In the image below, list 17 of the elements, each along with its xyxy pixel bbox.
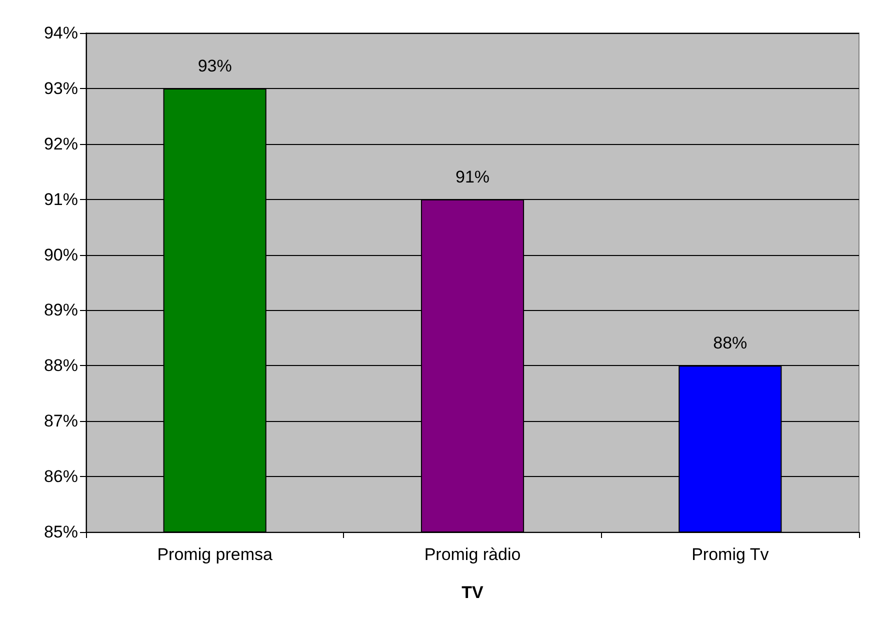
y-tick-label: 93% — [44, 78, 78, 98]
y-tick-label: 89% — [44, 300, 78, 320]
y-tick-label: 88% — [44, 356, 78, 376]
x-tick-label: Promig Tv — [692, 545, 770, 564]
data-label: 91% — [455, 167, 490, 186]
y-tick-label: 87% — [44, 412, 78, 431]
x-tick-label: Promig ràdio — [424, 545, 521, 564]
data-label: 88% — [713, 334, 748, 353]
y-tick-label: 85% — [44, 522, 78, 542]
y-tick-label: 94% — [44, 24, 78, 42]
y-tick-label: 92% — [44, 134, 78, 154]
y-tick-label: 86% — [44, 467, 78, 486]
x-tick-label: Promig premsa — [157, 545, 273, 564]
y-tick-label: 90% — [44, 245, 78, 264]
x-axis-title: TV — [462, 583, 484, 602]
data-label: 93% — [198, 56, 232, 76]
y-tick-label: 91% — [44, 190, 78, 209]
